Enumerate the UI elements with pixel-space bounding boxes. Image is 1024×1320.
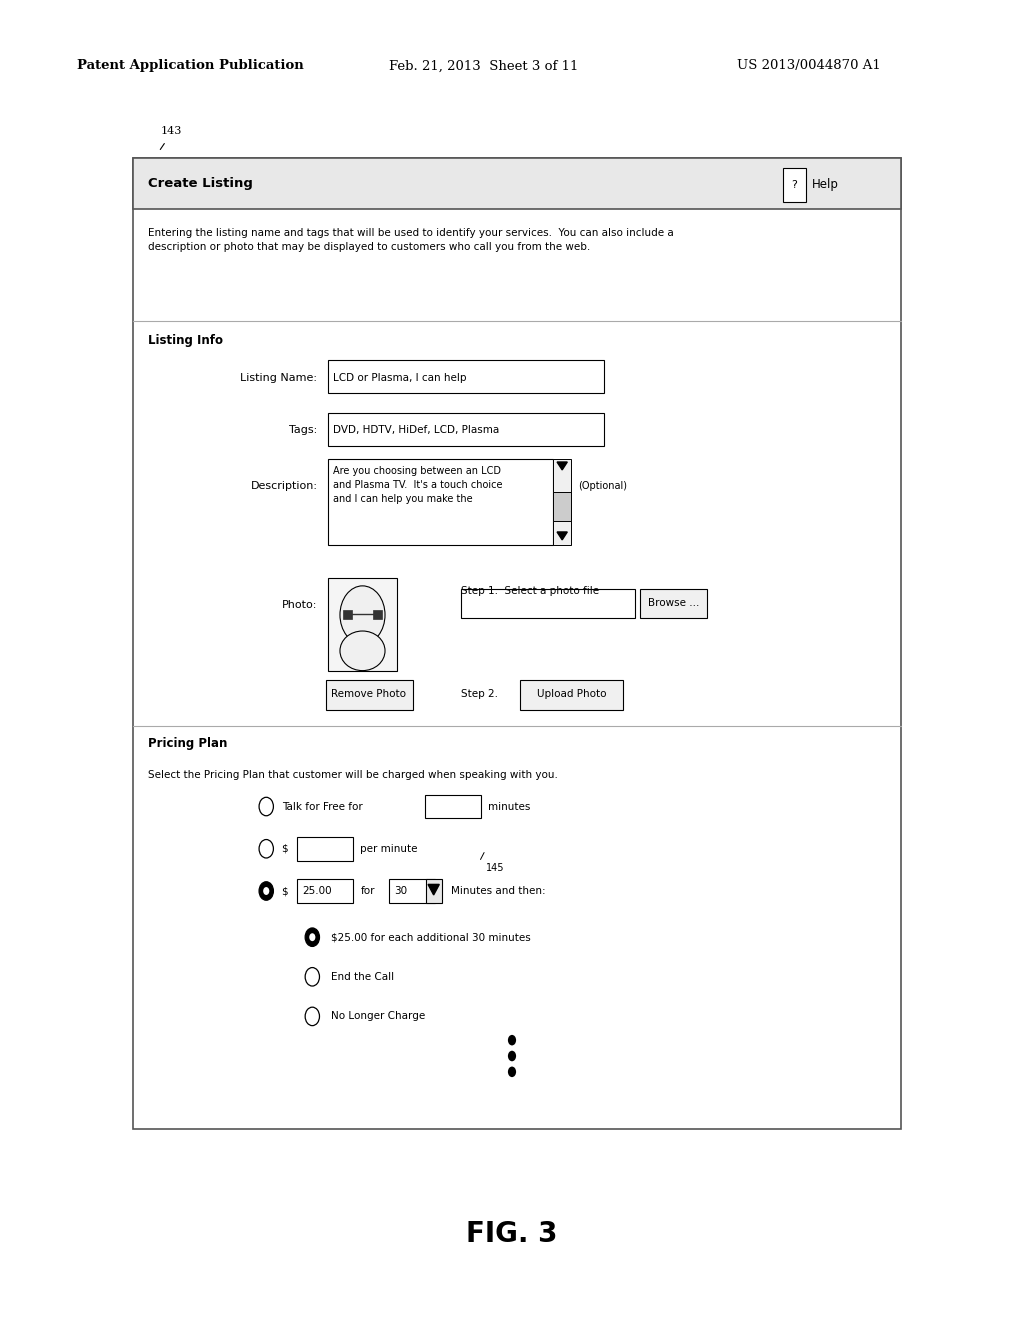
Polygon shape [557, 462, 567, 470]
Bar [389, 879, 435, 903]
Circle shape [305, 928, 319, 946]
Text: Description:: Description: [251, 480, 317, 491]
Text: Photo:: Photo: [282, 599, 317, 610]
Bar [328, 360, 604, 393]
Circle shape [305, 1007, 319, 1026]
Bar [328, 413, 604, 446]
Text: DVD, HDTV, HiDef, LCD, Plasma: DVD, HDTV, HiDef, LCD, Plasma [333, 425, 499, 436]
Text: Step 1.  Select a photo file: Step 1. Select a photo file [461, 586, 599, 597]
Text: Remove Photo: Remove Photo [331, 689, 407, 700]
Text: Minutes and then:: Minutes and then: [451, 886, 545, 896]
Text: Browse ...: Browse ... [647, 598, 699, 609]
Text: Create Listing: Create Listing [148, 177, 253, 190]
Text: Feb. 21, 2013  Sheet 3 of 11: Feb. 21, 2013 Sheet 3 of 11 [389, 59, 579, 73]
Text: $25.00 for each additional 30 minutes: $25.00 for each additional 30 minutes [331, 932, 530, 942]
Bar [553, 459, 571, 545]
Circle shape [508, 1051, 516, 1061]
Bar [297, 879, 353, 903]
Text: Talk for Free for: Talk for Free for [282, 801, 362, 812]
Text: 25.00: 25.00 [302, 886, 332, 896]
Bar [133, 158, 901, 1129]
Text: Listing Info: Listing Info [148, 334, 223, 347]
Bar [520, 680, 623, 710]
Bar [133, 158, 901, 209]
Bar [425, 795, 481, 818]
Text: (Optional): (Optional) [579, 480, 628, 491]
Bar [328, 578, 397, 671]
Text: Upload Photo: Upload Photo [537, 689, 606, 700]
Text: $: $ [282, 886, 288, 896]
Text: for: for [360, 886, 375, 896]
Circle shape [259, 797, 273, 816]
Circle shape [259, 882, 273, 900]
Text: Step 2.: Step 2. [461, 689, 498, 700]
Text: Patent Application Publication: Patent Application Publication [77, 59, 303, 73]
Bar [783, 168, 806, 202]
Polygon shape [428, 884, 439, 895]
Text: No Longer Charge: No Longer Charge [331, 1011, 425, 1022]
Bar [373, 610, 382, 619]
Text: LCD or Plasma, I can help: LCD or Plasma, I can help [333, 372, 466, 383]
Text: Pricing Plan: Pricing Plan [148, 737, 228, 750]
Circle shape [340, 586, 385, 644]
Text: 145: 145 [486, 863, 505, 874]
Text: Are you choosing between an LCD
and Plasma TV.  It's a touch choice
and I can he: Are you choosing between an LCD and Plas… [333, 466, 503, 504]
Text: ?: ? [792, 180, 798, 190]
Circle shape [309, 933, 315, 941]
Text: End the Call: End the Call [331, 972, 394, 982]
Bar [426, 879, 442, 903]
Ellipse shape [340, 631, 385, 671]
Text: Entering the listing name and tags that will be used to identify your services. : Entering the listing name and tags that … [148, 228, 674, 252]
Circle shape [508, 1035, 516, 1045]
Text: Select the Pricing Plan that customer will be charged when speaking with you.: Select the Pricing Plan that customer wi… [148, 770, 558, 780]
Bar [328, 459, 553, 545]
Circle shape [259, 840, 273, 858]
Text: US 2013/0044870 A1: US 2013/0044870 A1 [737, 59, 881, 73]
Bar [297, 837, 353, 861]
Polygon shape [557, 532, 567, 540]
Text: Listing Name:: Listing Name: [241, 372, 317, 383]
Text: FIG. 3: FIG. 3 [466, 1220, 558, 1249]
Circle shape [508, 1067, 516, 1077]
Bar [640, 589, 707, 618]
Text: minutes: minutes [488, 801, 530, 812]
Bar [326, 680, 413, 710]
Text: per minute: per minute [360, 843, 418, 854]
Circle shape [305, 968, 319, 986]
Text: $: $ [282, 843, 288, 854]
Bar [461, 589, 635, 618]
Bar [343, 610, 352, 619]
Text: 143: 143 [161, 125, 182, 136]
Text: 30: 30 [394, 886, 408, 896]
Text: Tags:: Tags: [289, 425, 317, 436]
Bar [553, 492, 571, 521]
Circle shape [263, 887, 269, 895]
Text: Help: Help [812, 178, 839, 191]
